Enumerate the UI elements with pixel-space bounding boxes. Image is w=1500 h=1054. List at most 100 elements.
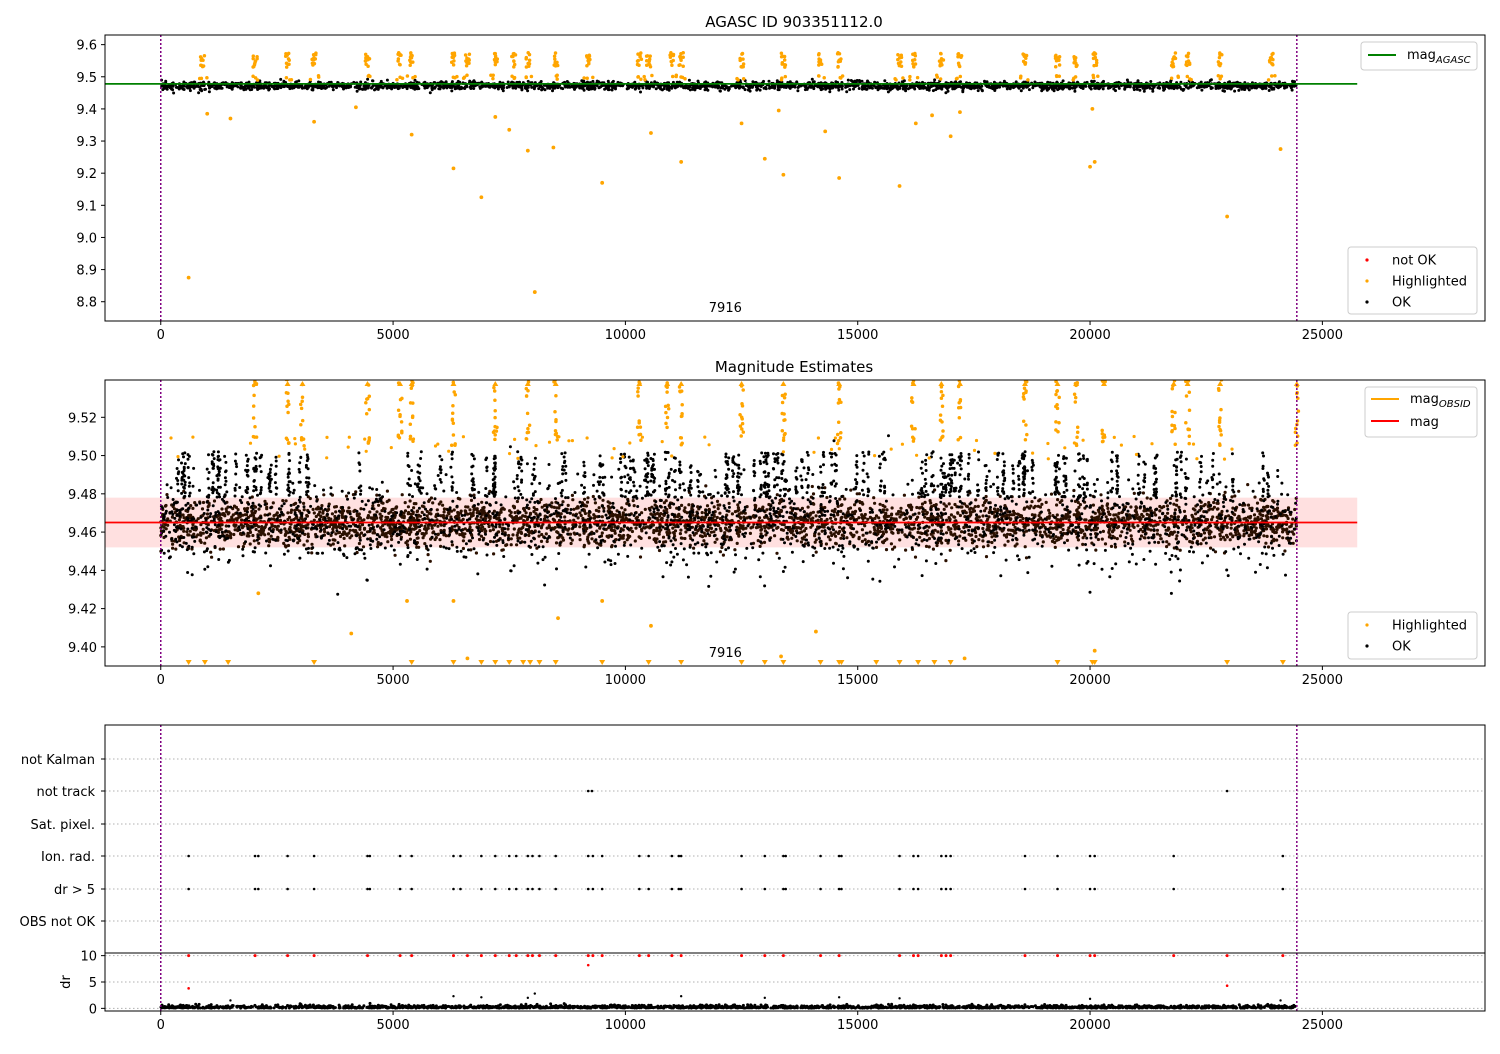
highlighted-cluster	[1184, 380, 1192, 446]
highlighted-cluster	[835, 51, 845, 80]
dr-notok-point	[837, 954, 841, 958]
dr-ok-point	[526, 996, 530, 1000]
flag-point	[949, 854, 952, 858]
flag-point	[1023, 854, 1027, 858]
dr-notok-point	[187, 954, 191, 958]
highlighted-cluster	[582, 53, 595, 80]
dr-notok-point	[410, 954, 414, 958]
legend-label: Highlighted	[1392, 619, 1467, 634]
highlighted-upper-marker	[738, 381, 745, 386]
highlighted-cluster	[298, 382, 306, 448]
highlighted-point	[256, 591, 261, 596]
highlighted-cluster	[908, 51, 920, 82]
flag-point	[647, 854, 650, 858]
highlighted-cluster	[396, 381, 404, 440]
flag-point	[782, 854, 785, 858]
highlighted-upper-marker	[492, 381, 499, 386]
dr-ok-point	[898, 997, 901, 1000]
flag-point	[647, 887, 650, 891]
highlighted-upper-marker	[938, 381, 945, 386]
flag-point	[398, 887, 402, 891]
highlighted-cluster	[251, 54, 260, 82]
highlighted-lower-marker	[492, 660, 499, 665]
x-tick-label: 0	[157, 673, 165, 688]
highlighted-cluster	[635, 380, 643, 443]
flag-point	[740, 887, 743, 891]
axes-frame	[104, 379, 1486, 667]
highlighted-cluster	[491, 385, 499, 442]
y-tick-label: 9.3	[76, 135, 97, 150]
flag-point	[916, 854, 920, 858]
highlighted-cluster	[934, 51, 946, 81]
highlighted-point	[781, 172, 786, 177]
flag-point	[257, 887, 260, 891]
dr-notok-point	[740, 954, 744, 958]
dr-ok-point	[229, 999, 232, 1002]
highlighted-upper-marker	[836, 381, 843, 386]
y-tick-label: 10	[80, 950, 97, 965]
highlighted-point	[779, 654, 783, 659]
x-tick-label: 20000	[1069, 1018, 1110, 1033]
dr-ok-point	[452, 995, 455, 998]
legend-marker	[1365, 258, 1369, 262]
legend-marker	[1365, 644, 1369, 648]
highlighted-lower-marker	[478, 660, 485, 665]
highlighted-cluster	[524, 380, 532, 441]
dr-notok-point	[1093, 954, 1097, 958]
dr-ok-point	[763, 996, 766, 1000]
highlighted-cluster	[816, 52, 826, 80]
flag-point	[679, 887, 683, 891]
flag-point	[538, 887, 541, 891]
highlighted-point	[930, 113, 934, 118]
legend-label-mag-obsid-subscript: OBSID	[1439, 399, 1471, 410]
highlighted-upper-marker	[408, 381, 415, 386]
x-tick-label: 10000	[605, 328, 646, 343]
flag-point	[494, 854, 497, 858]
flag-point	[459, 887, 462, 891]
flag-point	[763, 854, 767, 858]
flag-point	[1225, 789, 1229, 793]
flag-point	[944, 854, 948, 858]
dr-notok-point	[679, 954, 683, 958]
flag-point	[940, 887, 943, 891]
highlighted-point	[1278, 147, 1283, 151]
flag-point	[784, 854, 788, 858]
flag-point	[526, 887, 530, 891]
flag-point	[253, 887, 257, 891]
legend-label-mag-obsid-text: mag	[1410, 392, 1439, 407]
highlighted-cluster	[893, 53, 905, 82]
dr-notok-point	[819, 954, 823, 958]
dr-notok-point	[479, 954, 483, 958]
ok-points	[160, 77, 1298, 95]
highlighted-lower-marker	[536, 660, 543, 665]
highlighted-point	[823, 129, 828, 134]
highlighted-point	[525, 148, 530, 153]
flag-point	[600, 887, 604, 891]
highlighted-lower-marker	[527, 660, 534, 665]
dr-notok-point	[586, 954, 590, 958]
dr-notok-point	[366, 954, 370, 958]
highlighted-point	[312, 119, 316, 124]
flag-point	[819, 854, 822, 858]
highlighted-upper-marker	[1293, 381, 1300, 386]
flag-point	[554, 854, 558, 858]
x-tick-label: 0	[157, 1018, 165, 1033]
x-tick-label: 25000	[1302, 1018, 1343, 1033]
flag-point	[526, 854, 530, 858]
flag-point	[898, 854, 901, 858]
highlighted-lower-marker	[896, 660, 903, 665]
highlighted-lower-marker	[506, 660, 513, 665]
dr-axis-label: dr	[59, 975, 74, 989]
highlighted-cluster	[524, 50, 534, 80]
flag-category-label: not track	[36, 785, 95, 800]
flag-point	[837, 854, 841, 858]
legend-label-mag-agasc-text: mag	[1407, 48, 1436, 63]
highlighted-lower-marker	[645, 660, 652, 665]
highlighted-lower-marker	[931, 660, 938, 665]
legend-label: OK	[1392, 296, 1411, 311]
highlighted-upper-marker	[956, 381, 963, 386]
highlighted-cluster	[735, 51, 746, 82]
highlighted-lower-marker	[599, 660, 606, 665]
dr-notok-point	[1172, 954, 1176, 958]
